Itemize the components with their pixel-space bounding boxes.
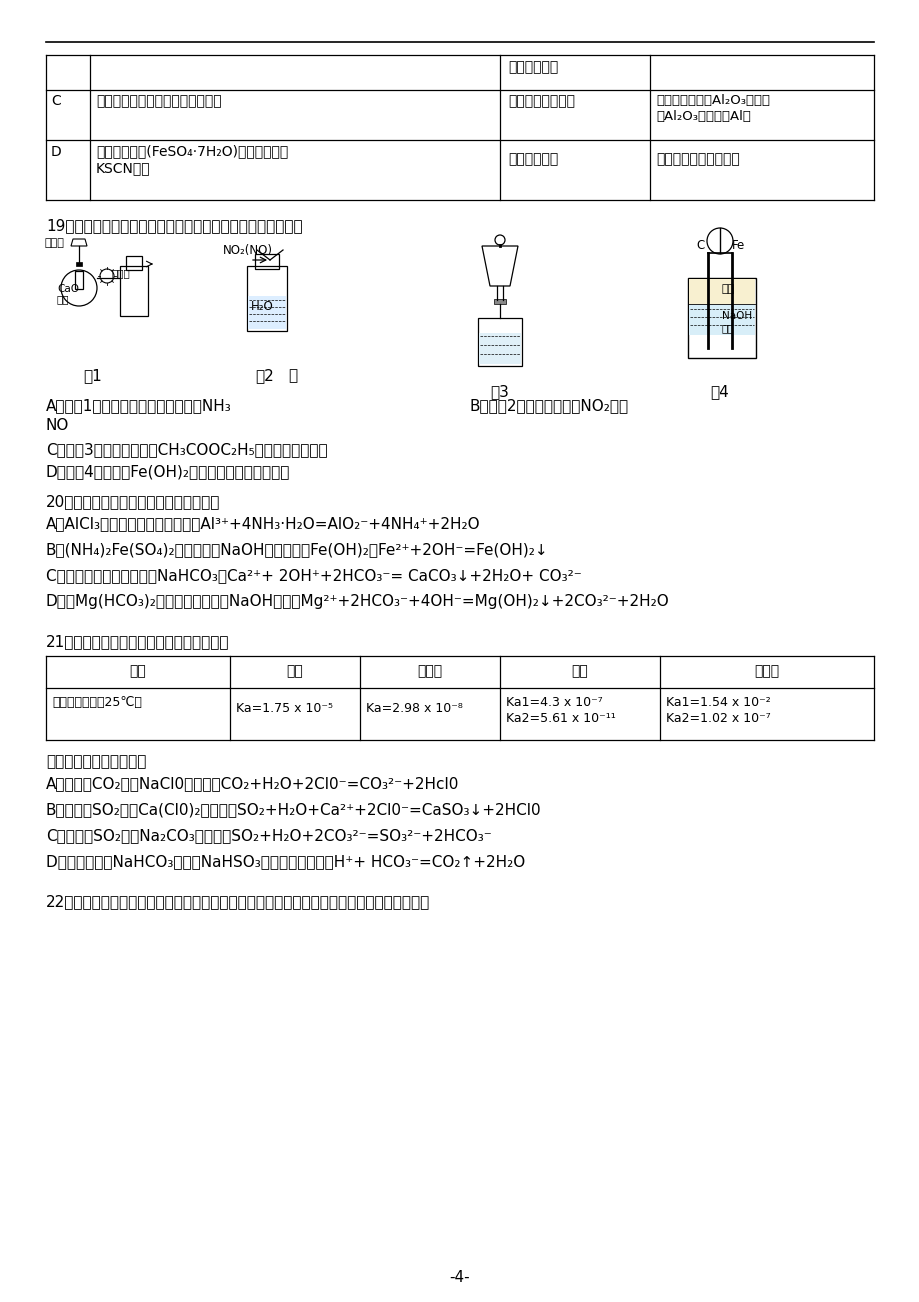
- Text: 铝箔熔化但不滴落: 铝箔熔化但不滴落: [507, 94, 574, 108]
- Text: ．: ．: [289, 368, 297, 383]
- Text: 次氯酸: 次氯酸: [417, 664, 442, 678]
- Text: 将一片铝箔置于酒精灯外焰上灼烧: 将一片铝箔置于酒精灯外焰上灼烧: [96, 94, 221, 108]
- Text: CaO: CaO: [57, 284, 79, 294]
- Text: 固体: 固体: [57, 294, 70, 303]
- Text: KSCN溶液: KSCN溶液: [96, 161, 151, 174]
- Text: Ka=2.98 x 10⁻⁸: Ka=2.98 x 10⁻⁸: [366, 702, 462, 715]
- Text: 弱酸: 弱酸: [130, 664, 146, 678]
- Text: D．向Mg(HCO₃)₂溶液中加入过量的NaOH溶液：Mg²⁺+2HCO₃⁻+4OH⁻=Mg(OH)₂↓+2CO₃²⁻+2H₂O: D．向Mg(HCO₃)₂溶液中加入过量的NaOH溶液：Mg²⁺+2HCO₃⁻+4…: [46, 594, 669, 609]
- Text: C．少量的SO₂通入Na₂CO₃溶液中：SO₂+H₂O+2CO₃²⁻=SO₃²⁻+2HCO₃⁻: C．少量的SO₂通入Na₂CO₃溶液中：SO₂+H₂O+2CO₃²⁻=SO₃²⁻…: [46, 828, 492, 842]
- Text: 碳酸: 碳酸: [571, 664, 588, 678]
- Text: D．相同浓度的NaHCO₃溶液与NaHSO₃溶液等体积混合：H⁺+ HCO₃⁻=CO₂↑+2H₂O: D．相同浓度的NaHCO₃溶液与NaHSO₃溶液等体积混合：H⁺+ HCO₃⁻=…: [46, 854, 525, 868]
- Text: B．少量的SO₂通入Ca(Cl0)₂溶液中：SO₂+H₂O+Ca²⁺+2Cl0⁻=CaSO₃↓+2HCl0: B．少量的SO₂通入Ca(Cl0)₂溶液中：SO₂+H₂O+Ca²⁺+2Cl0⁻…: [46, 802, 541, 816]
- Bar: [246, 266, 287, 331]
- Text: Ka1=1.54 x 10⁻²: Ka1=1.54 x 10⁻²: [665, 697, 770, 710]
- Text: A．用图1装置制取并收集干燥纯净的NH₃: A．用图1装置制取并收集干燥纯净的NH₃: [46, 398, 232, 413]
- Text: 20．下列指定反应的离子方程式正确的是: 20．下列指定反应的离子方程式正确的是: [46, 493, 221, 509]
- Text: 醋酸: 醋酸: [287, 664, 303, 678]
- Text: Ka2=5.61 x 10⁻¹¹: Ka2=5.61 x 10⁻¹¹: [505, 712, 615, 725]
- Text: 取久置的绿矾(FeSO₄·7H₂O)溶于水，加入: 取久置的绿矾(FeSO₄·7H₂O)溶于水，加入: [96, 145, 288, 158]
- Text: 电离平衡常数（25℃）: 电离平衡常数（25℃）: [52, 697, 142, 710]
- Bar: [126, 256, 142, 270]
- Text: Ka=1.75 x 10⁻⁵: Ka=1.75 x 10⁻⁵: [236, 702, 333, 715]
- Text: Fe: Fe: [732, 240, 744, 253]
- Text: 煤油: 煤油: [721, 284, 734, 294]
- Text: C: C: [696, 240, 703, 253]
- Bar: [688, 305, 754, 335]
- Bar: [248, 296, 286, 329]
- Bar: [119, 266, 148, 316]
- Text: 下列离子方程式正确的是: 下列离子方程式正确的是: [46, 754, 146, 769]
- Text: 浓氨水: 浓氨水: [45, 238, 65, 247]
- Text: 碱石灰: 碱石灰: [112, 268, 130, 279]
- Text: 图4: 图4: [709, 384, 729, 398]
- Bar: [494, 299, 505, 303]
- Text: 21．已知部分弱酸的电离平衡常数如下表：: 21．已知部分弱酸的电离平衡常数如下表：: [46, 634, 229, 648]
- Text: 19．下列有关实验装置进行的相应实验，能达到实验目的的是: 19．下列有关实验装置进行的相应实验，能达到实验目的的是: [46, 217, 302, 233]
- Text: NaOH: NaOH: [721, 311, 752, 322]
- Bar: [478, 318, 521, 366]
- Bar: [255, 254, 278, 270]
- Text: 上层溶液变红: 上层溶液变红: [507, 60, 558, 74]
- Text: 溶液变为红色: 溶液变为红色: [507, 152, 558, 165]
- Text: D: D: [51, 145, 62, 159]
- Text: C．澄清石灰水中滴加少量NaHCO₃：Ca²⁺+ 2OH⁺+2HCO₃⁻= CaCO₃↓+2H₂O+ CO₃²⁻: C．澄清石灰水中滴加少量NaHCO₃：Ca²⁺+ 2OH⁺+2HCO₃⁻= Ca…: [46, 568, 581, 583]
- Bar: [479, 333, 520, 365]
- Text: H₂O: H₂O: [251, 299, 274, 312]
- Text: D．用图4装置制备Fe(OH)₂并能较长时间观察其颜色: D．用图4装置制备Fe(OH)₂并能较长时间观察其颜色: [46, 464, 290, 479]
- Text: B．用图2所示装置可除去NO₂中的: B．用图2所示装置可除去NO₂中的: [470, 398, 629, 413]
- Text: NO: NO: [46, 418, 69, 434]
- Text: 且Al₂O₃熔点高于Al的: 且Al₂O₃熔点高于Al的: [655, 109, 750, 122]
- Text: C: C: [51, 94, 61, 108]
- Bar: [687, 279, 755, 358]
- Text: C．用图3所示装置可分离CH₃COOC₂H₅和饱和碳酸钠溶液: C．用图3所示装置可分离CH₃COOC₂H₅和饱和碳酸钠溶液: [46, 441, 327, 457]
- Text: A．AlCl₃溶液中加入过量稀氨水：Al³⁺+4NH₃·H₂O=AlO₂⁻+4NH₄⁺+2H₂O: A．AlCl₃溶液中加入过量稀氨水：Al³⁺+4NH₃·H₂O=AlO₂⁻+4N…: [46, 516, 480, 531]
- Text: 铝箔表面有致密Al₂O₃薄膜，: 铝箔表面有致密Al₂O₃薄膜，: [655, 94, 769, 107]
- Bar: [76, 262, 82, 266]
- Text: Ka1=4.3 x 10⁻⁷: Ka1=4.3 x 10⁻⁷: [505, 697, 602, 710]
- Text: 亚硫酸: 亚硫酸: [754, 664, 778, 678]
- Text: Ka2=1.02 x 10⁻⁷: Ka2=1.02 x 10⁻⁷: [665, 712, 770, 725]
- Text: 溶液: 溶液: [721, 323, 733, 333]
- Text: B．(NH₄)₂Fe(SO₄)₂溶液与过量NaOH溶液反应制Fe(OH)₂：Fe²⁺+2OH⁻=Fe(OH)₂↓: B．(NH₄)₂Fe(SO₄)₂溶液与过量NaOH溶液反应制Fe(OH)₂：Fe…: [46, 542, 548, 557]
- Text: -4-: -4-: [449, 1269, 470, 1285]
- Text: NO₂(NO): NO₂(NO): [222, 243, 273, 256]
- Text: 图3: 图3: [490, 384, 509, 398]
- Bar: [688, 279, 754, 303]
- Text: 图1: 图1: [84, 368, 102, 383]
- Text: A．少量的CO₂通入NaCl0溶液中：CO₂+H₂O+2Cl0⁻=CO₃²⁻+2Hcl0: A．少量的CO₂通入NaCl0溶液中：CO₂+H₂O+2Cl0⁻=CO₃²⁻+2…: [46, 776, 459, 792]
- Text: 22．某溶液中只含下表离子中的几种（不考虑水的电离与离子水解），且各离子的物质的量浓: 22．某溶液中只含下表离子中的几种（不考虑水的电离与离子水解），且各离子的物质的…: [46, 894, 430, 909]
- Bar: [75, 271, 83, 289]
- Text: 绿矾部分或全部被氧化: 绿矾部分或全部被氧化: [655, 152, 739, 165]
- Text: 图2: 图2: [255, 368, 274, 383]
